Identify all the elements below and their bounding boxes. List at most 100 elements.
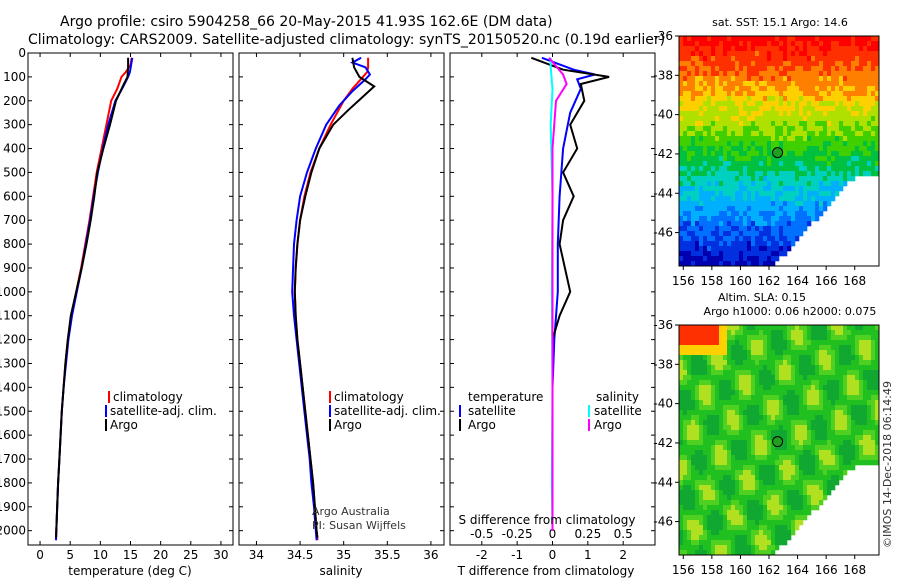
map-cell [807, 71, 812, 77]
map-cell [859, 41, 864, 47]
map-cell [807, 390, 812, 396]
map-cell [687, 116, 692, 122]
map-cell [771, 146, 776, 152]
map-cell [695, 131, 700, 137]
map-cell [735, 141, 740, 147]
map-cell [779, 161, 784, 167]
map-cell [823, 470, 828, 476]
map-cell [863, 101, 868, 107]
map-cell [707, 216, 712, 222]
map-cell [791, 460, 796, 466]
map-cell [775, 430, 780, 436]
map-cell [839, 405, 844, 411]
map-cell [679, 435, 684, 441]
map-cell [795, 166, 800, 172]
map-cell [711, 136, 716, 142]
map-cell [835, 415, 840, 421]
map-cell [859, 56, 864, 62]
map-cell [759, 41, 764, 47]
map-cell [699, 51, 704, 57]
map-cell [863, 440, 868, 446]
map-cell [799, 61, 804, 67]
map-cell [779, 246, 784, 252]
map-cell [707, 425, 712, 431]
map-cell [707, 186, 712, 192]
map-cell [823, 330, 828, 336]
map-cell [787, 470, 792, 476]
map-cell [815, 410, 820, 416]
map-cell [699, 116, 704, 122]
map-cell [755, 176, 760, 182]
map-cell [723, 101, 728, 107]
map-cell [803, 465, 808, 471]
map-cell [731, 46, 736, 52]
map-cell [703, 176, 708, 182]
map-cell [811, 206, 816, 212]
map-cell [763, 400, 768, 406]
map-cell [755, 171, 760, 177]
map-cell [803, 61, 808, 67]
map-cell [771, 395, 776, 401]
map-cell [719, 490, 724, 496]
map-cell [815, 46, 820, 52]
map-cell [727, 370, 732, 376]
map-cell [875, 325, 880, 331]
map-cell [699, 330, 704, 336]
map-cell [687, 325, 692, 331]
map-cell [763, 425, 768, 431]
map-cell [687, 196, 692, 202]
map-cell [799, 166, 804, 172]
map-cell [815, 96, 820, 102]
map-cell [815, 86, 820, 92]
map-cell [875, 365, 880, 371]
map-cell [731, 201, 736, 207]
map-cell [683, 485, 688, 491]
map-cell [783, 505, 788, 511]
map-cell [775, 136, 780, 142]
x-tick-label: 0 [549, 548, 557, 562]
x-tick-label: 164 [786, 563, 809, 577]
map-cell [687, 241, 692, 247]
map-cell [871, 76, 876, 82]
map-cell [755, 261, 760, 267]
map-cell [775, 390, 780, 396]
map-cell [859, 450, 864, 456]
map-cell [799, 330, 804, 336]
map-cell [743, 151, 748, 157]
map-cell [723, 470, 728, 476]
map-cell [843, 51, 848, 57]
map-cell [735, 445, 740, 451]
map-cell [743, 490, 748, 496]
map-cell [831, 390, 836, 396]
map-cell [747, 535, 752, 541]
map-cell [735, 330, 740, 336]
map-cell [787, 400, 792, 406]
map-cell [791, 350, 796, 356]
map-cell [735, 370, 740, 376]
map-cell [707, 176, 712, 182]
map-cell [843, 166, 848, 172]
map-cell [771, 261, 776, 267]
map-cell [711, 91, 716, 97]
map-cell [871, 101, 876, 107]
map-cell [803, 111, 808, 117]
map-cell [711, 211, 716, 217]
map-cell [735, 390, 740, 396]
map-cell [747, 136, 752, 142]
map-cell [815, 196, 820, 202]
map-cell [831, 166, 836, 172]
map-cell [779, 505, 784, 511]
map-cell [819, 91, 824, 97]
map-cell [695, 166, 700, 172]
map-cell [791, 61, 796, 67]
map-cell [783, 325, 788, 331]
map-cell [847, 450, 852, 456]
map-cell [743, 525, 748, 531]
map-cell [723, 415, 728, 421]
map-cell [743, 46, 748, 52]
map-cell [775, 216, 780, 222]
map-cell [795, 141, 800, 147]
map-cell [859, 116, 864, 122]
map-cell [835, 106, 840, 112]
map-cell [763, 221, 768, 227]
